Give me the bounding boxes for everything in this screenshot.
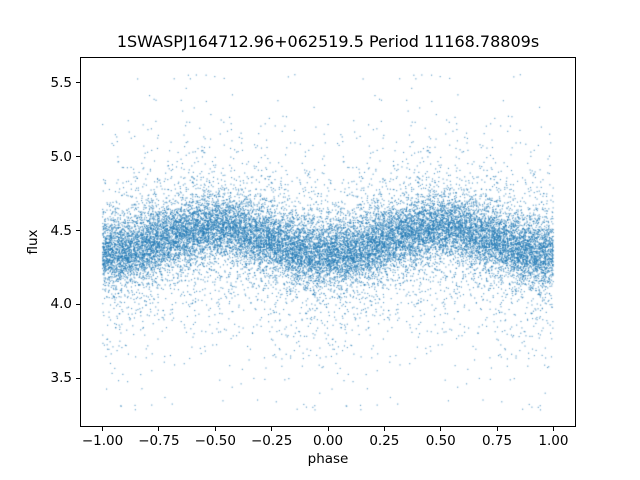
x-tick-label: −0.50 [194,433,236,449]
x-tick-mark [214,427,216,431]
x-tick-mark [552,427,554,431]
chart-title: 1SWASPJ164712.96+062519.5 Period 11168.7… [116,32,540,51]
y-tick-label: 3.5 [50,370,72,387]
x-tick-label: 0.50 [425,433,456,449]
x-tick-label: 0.25 [369,433,400,449]
x-tick-mark [440,427,442,431]
y-tick-label: 4.0 [50,296,72,313]
y-tick-label: 4.5 [50,222,72,239]
x-tick-label: 0.75 [482,433,513,449]
x-tick-label: −0.25 [250,433,293,449]
y-tick-label: 5.5 [50,74,72,91]
y-tick-mark [76,82,80,84]
x-tick-label: −1.00 [81,433,124,449]
x-tick-mark [158,427,160,431]
y-tick-mark [76,156,80,158]
y-tick-mark [76,303,80,305]
x-tick-mark [383,427,385,431]
x-tick-mark [327,427,329,431]
x-axis-label: phase [307,451,349,467]
y-tick-mark [76,230,80,232]
x-tick-label: 0.00 [312,433,344,449]
x-tick-mark [102,427,104,431]
x-tick-mark [271,427,273,431]
x-tick-label: 1.00 [538,433,569,449]
y-tick-label: 5.0 [50,148,72,165]
x-tick-label: −0.75 [138,433,180,449]
x-tick-mark [496,427,498,431]
y-tick-mark [76,377,80,379]
